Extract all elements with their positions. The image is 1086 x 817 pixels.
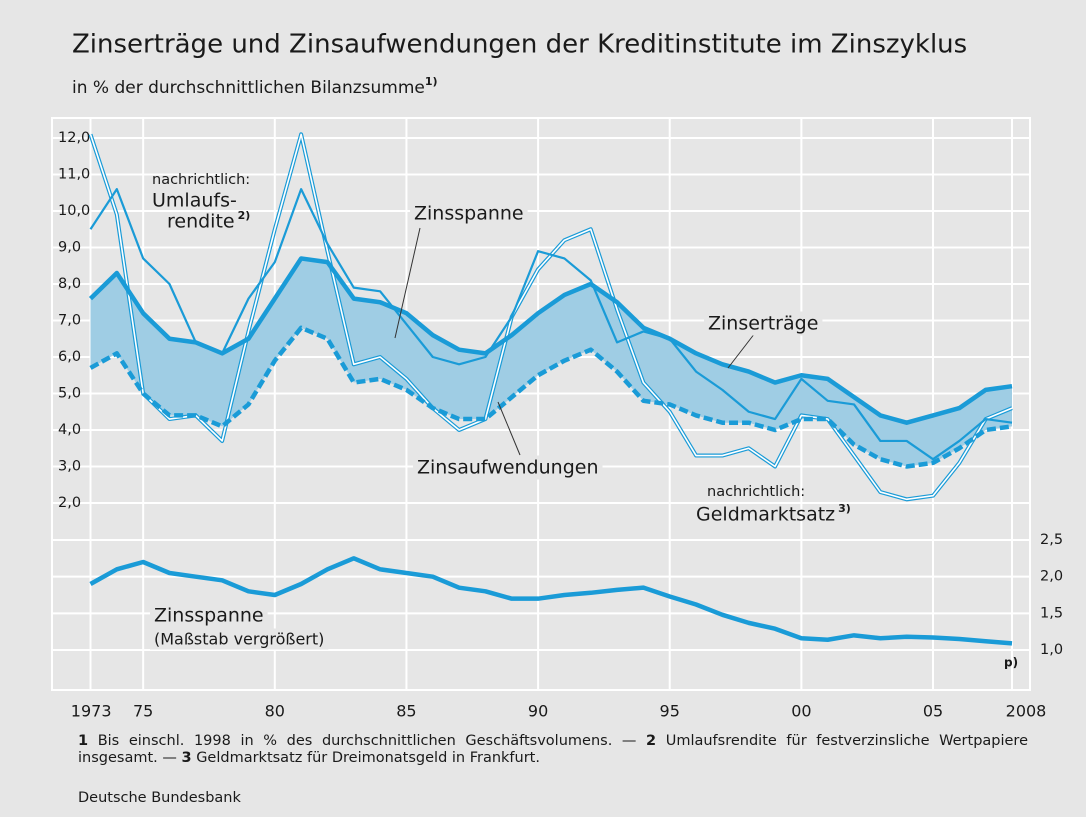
y-tick-label: 3,0 <box>58 459 81 475</box>
annotation: Zinserträge <box>708 313 818 335</box>
annotation: Zinsspanne <box>414 203 524 225</box>
label-bg <box>410 201 528 226</box>
plot-frame <box>51 117 1031 691</box>
y2-tick-label: 1,0 <box>1040 642 1063 658</box>
footnote-number: 1 <box>78 733 89 749</box>
y-tick-label: 11,0 <box>58 167 90 183</box>
series-line <box>88 256 1013 425</box>
chart: Zinserträge und Zinsaufwendungen der Kre… <box>51 30 1063 721</box>
annotation: Zinsspanne <box>154 605 264 627</box>
annotation: nachrichtlich: <box>707 484 805 500</box>
x-tick-label: 00 <box>791 702 811 721</box>
label-bg <box>150 603 268 628</box>
annotation: Zinsaufwendungen <box>417 457 598 479</box>
leader-line <box>727 332 756 369</box>
spread-band <box>90 258 1012 467</box>
annotation-note: 3) <box>838 502 851 515</box>
subtitle-note: 1) <box>425 75 438 88</box>
annotation: nachrichtlich: <box>152 172 250 188</box>
leader-line <box>394 227 421 339</box>
annotation: Geldmarktsatz 3) <box>696 502 851 526</box>
y-tick-label: 6,0 <box>58 349 81 365</box>
annotation: (Maßstab vergrößert) <box>154 630 324 649</box>
footnote-text: Geldmarktsatz für Dreimonatsgeld in Fran… <box>196 750 540 766</box>
y2-tick-label: 2,5 <box>1040 532 1063 548</box>
x-tick-label: 75 <box>133 702 153 721</box>
x-tick-label: 95 <box>660 702 680 721</box>
label-bg <box>150 628 329 650</box>
source: Deutsche Bundesbank <box>78 790 241 806</box>
x-tick-label: 05 <box>923 702 943 721</box>
x-tick-label: 1973 <box>71 702 112 721</box>
series-line <box>89 188 1013 461</box>
label-bg <box>704 311 823 336</box>
x-note: p) <box>1004 656 1018 670</box>
annotation: rendite 2) <box>167 209 250 233</box>
y-tick-label: 2,0 <box>58 495 81 511</box>
x-tick-label: 90 <box>528 702 548 721</box>
y2-tick-label: 2,0 <box>1040 569 1063 585</box>
series-line <box>89 325 1013 469</box>
footnote-number: 3 <box>181 750 192 766</box>
y-tick-label: 4,0 <box>58 422 81 438</box>
annotation-note: 2) <box>238 209 251 222</box>
y-tick-label: 7,0 <box>58 313 81 329</box>
y-tick-label: 9,0 <box>58 240 81 256</box>
footnote-number: 2 <box>646 733 657 749</box>
y-tick-label: 5,0 <box>58 386 81 402</box>
y-tick-label: 12,0 <box>58 130 90 146</box>
x-tick-label: 2008 <box>1006 702 1047 721</box>
label-bg <box>413 455 603 480</box>
x-tick-label: 80 <box>265 702 285 721</box>
x-tick-label: 85 <box>396 702 416 721</box>
y-tick-label: 10,0 <box>58 203 90 219</box>
y-tick-label: 8,0 <box>58 276 81 292</box>
leader-line <box>497 401 521 456</box>
footnotes: 1 Bis einschl. 1998 in % des durchschnit… <box>78 733 1028 767</box>
y2-tick-label: 1,5 <box>1040 605 1063 621</box>
annotation: Umlaufs- <box>152 190 237 212</box>
chart-title: Zinserträge und Zinsaufwendungen der Kre… <box>72 30 967 60</box>
footnote-text: Bis einschl. 1998 in % des durchschnittl… <box>97 733 637 749</box>
chart-subtitle: in % der durchschnittlichen Bilanzsumme1… <box>72 75 438 98</box>
series-line <box>89 556 1013 646</box>
footnote-text: Umlaufsrendite für festverzinsliche Wert… <box>78 733 1029 766</box>
